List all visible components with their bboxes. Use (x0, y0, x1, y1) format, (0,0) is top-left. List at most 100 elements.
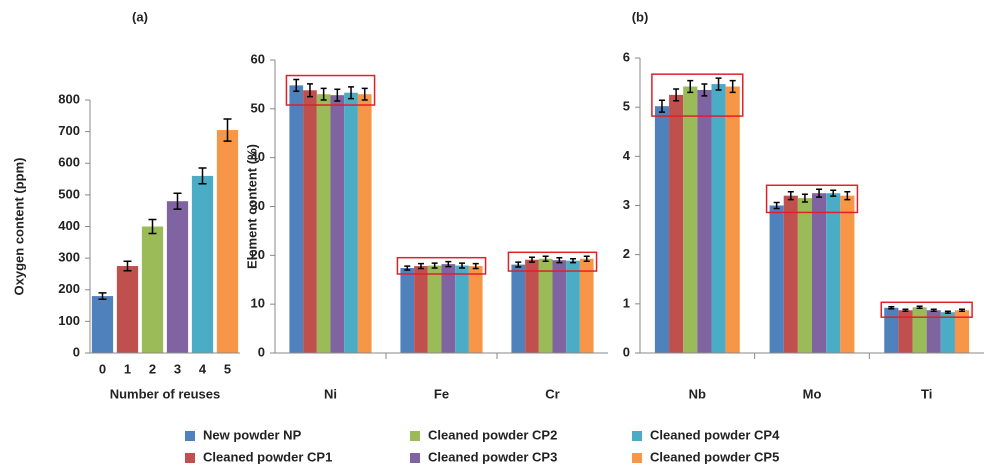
legend-label: Cleaned powder CP1 (203, 449, 332, 464)
bar (357, 94, 372, 353)
bar (884, 307, 899, 353)
y-tick-label: 4 (623, 148, 631, 163)
bar (954, 310, 970, 353)
bar (316, 94, 331, 353)
error-bar (515, 261, 522, 268)
x-tick-label: 2 (149, 361, 156, 376)
x-tick-label: Mo (803, 386, 822, 401)
error-bar (687, 79, 694, 94)
bar (330, 95, 345, 353)
error-bar (801, 193, 808, 203)
legend-label: Cleaned powder CP3 (428, 449, 557, 464)
error-bar (916, 305, 923, 310)
highlight-box (651, 73, 744, 117)
bar (769, 205, 784, 353)
error-bar (320, 87, 327, 101)
error-bar (729, 79, 736, 94)
bar (525, 259, 539, 353)
error-bar (123, 260, 132, 272)
bar (91, 296, 114, 353)
error-bar (773, 201, 780, 210)
y-tick-label: 600 (58, 155, 80, 170)
error-bar (888, 306, 895, 310)
legend-swatch (185, 431, 195, 441)
x-tick-label: 4 (199, 361, 207, 376)
error-bar (830, 189, 837, 197)
bar (344, 92, 358, 354)
bar (669, 94, 684, 353)
error-bar (542, 255, 549, 262)
bar (697, 89, 712, 353)
panel-title: (b) (632, 9, 649, 24)
bar (166, 201, 189, 353)
y-axis-label: Oxygen content (ppm) (11, 158, 26, 296)
bar (511, 264, 526, 353)
bar (783, 195, 798, 353)
error-bar (673, 88, 680, 102)
bar (654, 106, 670, 353)
error-bar (459, 262, 466, 269)
x-tick-label: Ni (324, 386, 337, 401)
error-bar (417, 262, 424, 270)
error-bar (445, 260, 452, 268)
highlight-box (285, 74, 376, 106)
bar (141, 226, 164, 353)
error-bar (816, 188, 823, 198)
legend-swatch (410, 431, 420, 441)
y-axis-label: Element content (%) (244, 144, 259, 269)
error-bar (556, 257, 563, 264)
highlight-box (880, 301, 973, 318)
bar (400, 268, 415, 353)
error-bar (944, 310, 951, 314)
y-tick-label: 100 (58, 313, 80, 328)
bar (683, 86, 698, 354)
bar (840, 195, 855, 353)
y-tick-label: 300 (58, 250, 80, 265)
y-tick-label: 20 (251, 247, 265, 262)
error-bar (334, 88, 341, 102)
error-bar (715, 77, 722, 91)
legend-label: Cleaned powder CP5 (650, 449, 779, 464)
bar (216, 130, 239, 353)
y-tick-label: 0 (73, 344, 80, 359)
bar (303, 90, 317, 353)
x-axis-label: Number of reuses (110, 386, 221, 401)
y-tick-label: 0 (623, 344, 630, 359)
y-tick-label: 10 (251, 296, 265, 311)
error-bar (293, 78, 300, 93)
bar (725, 86, 740, 354)
error-bar (930, 308, 937, 312)
error-bar (902, 308, 909, 312)
bar (912, 307, 927, 353)
error-bar (570, 258, 577, 264)
y-tick-label: 3 (623, 197, 630, 212)
x-tick-label: Fe (434, 386, 449, 401)
bar (552, 260, 567, 353)
error-bar (431, 262, 438, 269)
legend-swatch (410, 453, 420, 463)
y-tick-label: 200 (58, 281, 80, 296)
bar (191, 175, 214, 353)
legend-label: Cleaned powder CP4 (650, 427, 780, 442)
bar (468, 266, 483, 353)
bar (940, 312, 955, 353)
error-bar (348, 86, 355, 100)
x-tick-label: 1 (124, 361, 131, 376)
error-bar (787, 190, 794, 201)
bar (812, 193, 827, 353)
panel-title: (a) (132, 9, 148, 24)
bar (427, 265, 442, 353)
highlight-box (396, 256, 487, 275)
x-tick-label: Cr (545, 386, 559, 401)
y-tick-label: 500 (58, 186, 80, 201)
y-tick-label: 30 (251, 198, 265, 213)
x-tick-label: Nb (689, 386, 706, 401)
error-bar (701, 83, 708, 97)
error-bar (583, 255, 590, 262)
highlight-box (765, 184, 859, 214)
bar (538, 258, 553, 353)
bar (797, 198, 812, 353)
error-bar (844, 190, 851, 201)
bar (826, 193, 841, 353)
bar (926, 310, 941, 353)
